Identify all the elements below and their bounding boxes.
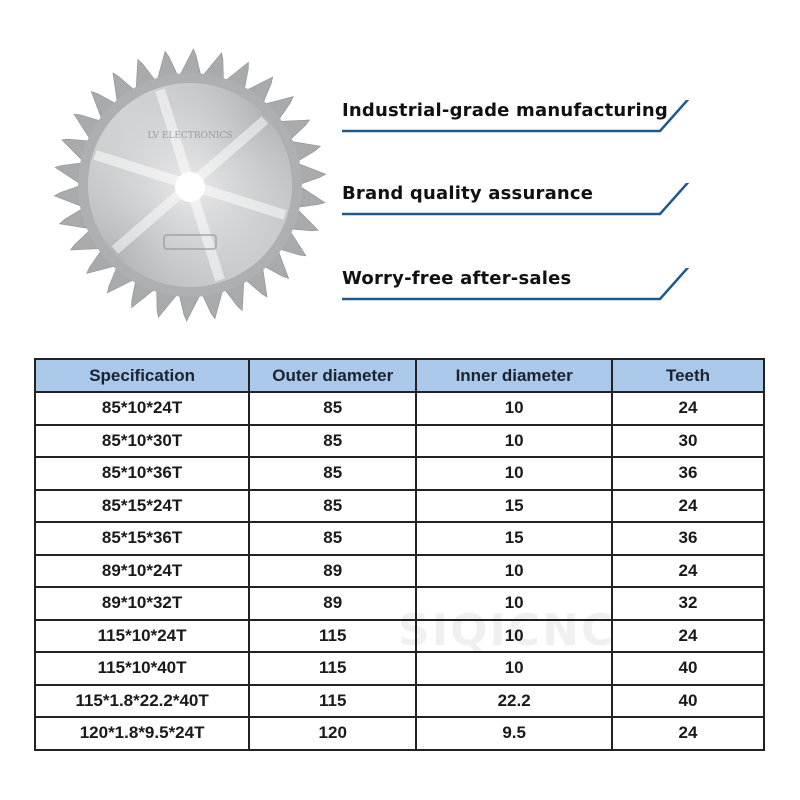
- cell-specification: 85*15*36T: [33, 521, 251, 556]
- arbor-hole: [175, 172, 205, 202]
- feature-label: Brand quality assurance: [342, 183, 594, 204]
- cell-outer-diameter: 115: [248, 683, 418, 718]
- feature-label: Worry-free after-sales: [342, 268, 572, 289]
- cell-specification: 89*10*24T: [33, 553, 251, 588]
- cell-teeth: 40: [611, 683, 765, 718]
- cell-inner-diameter: 10: [415, 651, 614, 686]
- cell-specification: 115*10*40T: [33, 651, 251, 686]
- cell-teeth: 24: [611, 488, 765, 523]
- cell-inner-diameter: 10: [415, 456, 614, 491]
- spec-table: Specification Outer diameter Inner diame…: [33, 358, 765, 751]
- cell-outer-diameter: 89: [248, 553, 418, 588]
- cell-outer-diameter: 115: [248, 618, 418, 653]
- cell-teeth: 24: [611, 553, 765, 588]
- table-row: 115*10*40T 115 10 40: [33, 651, 765, 686]
- cell-outer-diameter: 85: [248, 521, 418, 556]
- table-row: 120*1.8*9.5*24T 120 9.5 24: [33, 716, 765, 751]
- cell-inner-diameter: 10: [415, 618, 614, 653]
- underline-slash-icon: [342, 100, 690, 133]
- cell-teeth: 32: [611, 586, 765, 621]
- cell-outer-diameter: 115: [248, 651, 418, 686]
- header-outer-diameter: Outer diameter: [248, 358, 418, 393]
- cell-inner-diameter: 22.2: [415, 683, 614, 718]
- cell-specification: 115*10*24T: [33, 618, 251, 653]
- table-row: 85*15*24T 85 15 24: [33, 488, 765, 523]
- cell-specification: 85*15*24T: [33, 488, 251, 523]
- blade-engraving: LV ELECTRONICS: [148, 131, 233, 141]
- table-row: 85*10*36T 85 10 36: [33, 456, 765, 491]
- header-specification: Specification: [33, 358, 251, 393]
- cell-teeth: 36: [611, 456, 765, 491]
- feature-callout: Brand quality assurance: [340, 183, 700, 243]
- cell-inner-diameter: 9.5: [415, 716, 614, 751]
- cell-specification: 85*10*24T: [33, 391, 251, 426]
- feature-label: Industrial-grade manufacturing: [342, 100, 668, 121]
- cell-teeth: 24: [611, 716, 765, 751]
- cell-inner-diameter: 10: [415, 586, 614, 621]
- table-row: 115*10*24T 115 10 24: [33, 618, 765, 653]
- table-row: 85*10*30T 85 10 30: [33, 423, 765, 458]
- cell-teeth: 24: [611, 391, 765, 426]
- cell-outer-diameter: 120: [248, 716, 418, 751]
- feature-callout: Industrial-grade manufacturing: [340, 100, 700, 160]
- underline-slash-icon: [342, 183, 690, 216]
- cell-specification: 115*1.8*22.2*40T: [33, 683, 251, 718]
- table-row: 85*10*24T 85 10 24: [33, 391, 765, 426]
- cell-teeth: 36: [611, 521, 765, 556]
- cell-inner-diameter: 15: [415, 488, 614, 523]
- cell-specification: 120*1.8*9.5*24T: [33, 716, 251, 751]
- cell-outer-diameter: 85: [248, 488, 418, 523]
- cell-outer-diameter: 89: [248, 586, 418, 621]
- header-teeth: Teeth: [611, 358, 765, 393]
- cell-specification: 85*10*30T: [33, 423, 251, 458]
- table-row: 115*1.8*22.2*40T 115 22.2 40: [33, 683, 765, 718]
- cell-outer-diameter: 85: [248, 423, 418, 458]
- underline-slash-icon: [342, 268, 690, 301]
- cell-outer-diameter: 85: [248, 391, 418, 426]
- table-row: 85*15*36T 85 15 36: [33, 521, 765, 556]
- table-row: 89*10*24T 89 10 24: [33, 553, 765, 588]
- cell-teeth: 24: [611, 618, 765, 653]
- cell-outer-diameter: 85: [248, 456, 418, 491]
- table-header-row: Specification Outer diameter Inner diame…: [33, 358, 765, 393]
- cell-inner-diameter: 15: [415, 521, 614, 556]
- saw-blade-image: LV ELECTRONICS: [53, 48, 327, 322]
- cell-teeth: 30: [611, 423, 765, 458]
- cell-inner-diameter: 10: [415, 423, 614, 458]
- cell-specification: 89*10*32T: [33, 586, 251, 621]
- cell-inner-diameter: 10: [415, 391, 614, 426]
- table-row: 89*10*32T 89 10 32: [33, 586, 765, 621]
- header-inner-diameter: Inner diameter: [415, 358, 614, 393]
- cell-teeth: 40: [611, 651, 765, 686]
- cell-inner-diameter: 10: [415, 553, 614, 588]
- cell-specification: 85*10*36T: [33, 456, 251, 491]
- feature-callout: Worry-free after-sales: [340, 268, 700, 328]
